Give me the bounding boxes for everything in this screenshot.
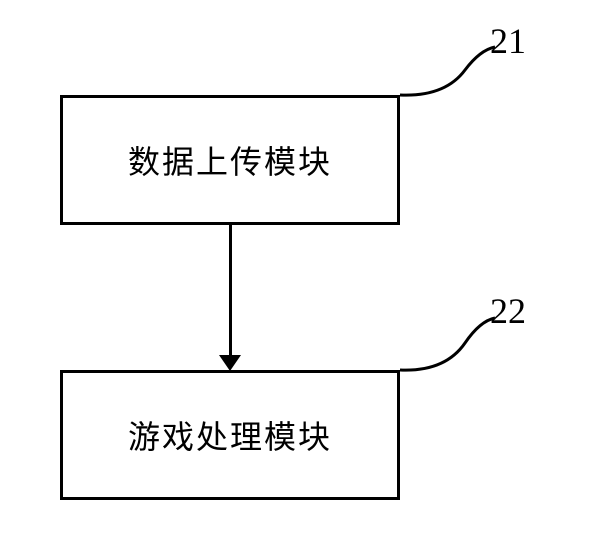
node-box-1-label: 数据上传模块 [128,137,332,183]
flowchart-diagram: 数据上传模块 21 游戏处理模块 22 [0,0,613,559]
edge-arrow-head [219,355,241,371]
callout-curve-1 [395,35,505,105]
callout-curve-2 [395,305,505,380]
node-box-2: 游戏处理模块 [60,370,400,500]
node-box-2-label: 游戏处理模块 [128,412,332,458]
node-box-1: 数据上传模块 [60,95,400,225]
node-number-1: 21 [490,20,526,62]
node-number-2: 22 [490,290,526,332]
edge-arrow-line [229,225,232,358]
